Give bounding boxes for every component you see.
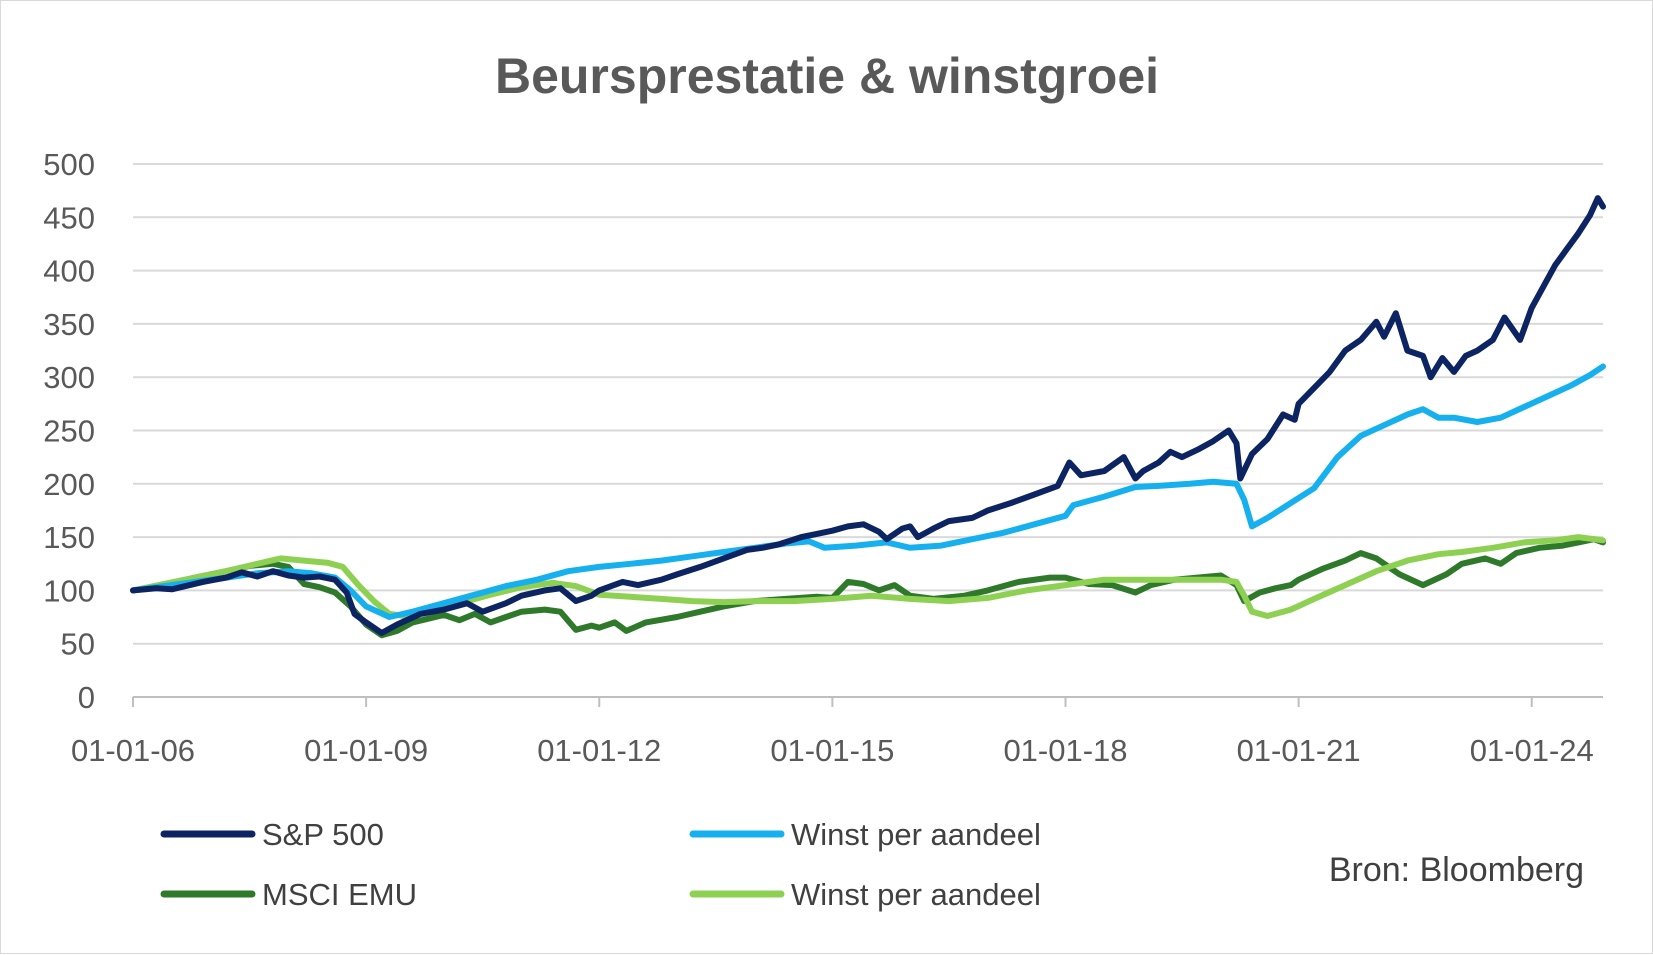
y-tick-label: 100 <box>43 573 95 608</box>
legend: S&P 500 Winst per aandeel MSCI EMU Winst pe… <box>160 817 1041 912</box>
source-note: Bron: Bloomberg <box>1329 851 1584 889</box>
y-tick-label: 300 <box>43 360 95 395</box>
y-tick-label: 200 <box>43 467 95 502</box>
series-line-3 <box>130 534 1606 619</box>
x-tick-label: 01-01-12 <box>537 733 661 768</box>
y-tick-label: 50 <box>61 627 95 662</box>
x-axis <box>132 696 1603 707</box>
legend-label-2: MSCI EMU <box>262 877 417 912</box>
series-line-0 <box>130 195 1606 636</box>
y-tick-label: 400 <box>43 254 95 289</box>
x-axis-tick-labels: 01-01-06 01-01-09 01-01-12 01-01-15 01-01-18… <box>71 733 1594 768</box>
legend-label-0: S&P 500 <box>262 817 384 852</box>
series-line-1 <box>130 363 1606 620</box>
y-tick-label: 150 <box>43 520 95 555</box>
x-tick-label: 01-01-06 <box>71 733 195 768</box>
y-tick-label: 250 <box>43 414 95 449</box>
x-tick-label: 01-01-18 <box>1003 733 1127 768</box>
legend-label-3: Winst per aandeel <box>791 877 1041 912</box>
y-tick-label: 350 <box>43 307 95 342</box>
x-tick-label: 01-01-09 <box>304 733 428 768</box>
x-tick-label: 01-01-15 <box>770 733 894 768</box>
y-tick-label: 0 <box>78 680 95 715</box>
y-axis-tick-labels: 0 50 100 150 200 250 300 350 400 450 500 <box>43 147 95 715</box>
series-line-2 <box>130 536 1606 639</box>
series-lines <box>130 195 1606 639</box>
chart-title: Beursprestatie & winstgroei <box>495 48 1159 104</box>
y-tick-label: 500 <box>43 147 95 182</box>
x-tick-label: 01-01-21 <box>1237 733 1361 768</box>
y-tick-label: 450 <box>43 200 95 235</box>
x-tick-label: 01-01-24 <box>1470 733 1594 768</box>
legend-label-1: Winst per aandeel <box>791 817 1041 852</box>
gridlines <box>133 163 1603 645</box>
